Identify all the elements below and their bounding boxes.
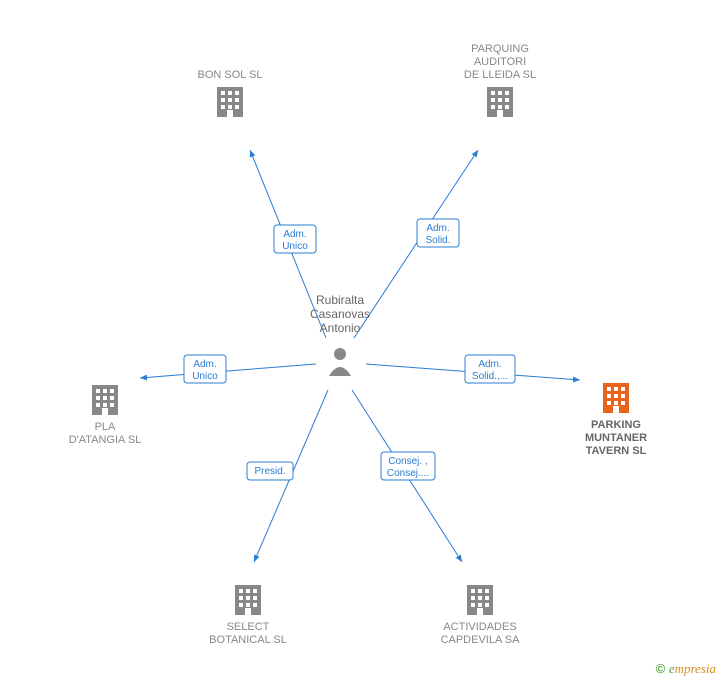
brand-name: empresia (669, 661, 716, 676)
node-label: D'ATANGIA SL (69, 434, 142, 446)
building-icon (467, 585, 493, 615)
building-icon (92, 385, 118, 415)
edge-label-text: Adm. (478, 359, 501, 370)
node-label: SELECT (227, 621, 270, 633)
edge-label-text: Adm. (426, 223, 449, 234)
node-label: MUNTANER (585, 432, 647, 444)
building-icon (603, 383, 629, 413)
center-node-label: Antonio (320, 321, 361, 335)
edge-label-text: Consej. , (388, 456, 427, 467)
edge-label-text: Adm. (283, 229, 306, 240)
node-label: PARQUING (471, 43, 529, 55)
node-label: PLA (95, 421, 116, 433)
copyright-symbol: © (656, 661, 666, 676)
edge-line (140, 364, 316, 378)
edge-label-text: Unico (192, 371, 218, 382)
node-label: ACTIVIDADES (443, 621, 516, 633)
node-label: BON SOL SL (197, 69, 262, 81)
edge-label-text: Adm. (193, 359, 216, 370)
edge-label-text: Consej.... (387, 468, 429, 479)
node-label: BOTANICAL SL (209, 634, 287, 646)
node-label: TAVERN SL (586, 445, 647, 457)
edge-label-text: Solid.,... (472, 371, 508, 382)
node-label: AUDITORI (474, 56, 526, 68)
footer-branding: © empresia (656, 661, 716, 677)
node-label: CAPDEVILA SA (441, 634, 521, 646)
center-node-label: Casanovas (310, 307, 370, 321)
person-icon (329, 348, 351, 376)
center-node-label: Rubiralta (316, 293, 364, 307)
building-icon (217, 87, 243, 117)
edge-label-text: Unico (282, 241, 308, 252)
building-icon (235, 585, 261, 615)
node-label: PARKING (591, 419, 641, 431)
relationship-diagram: Adm.UnicoAdm.Solid.Adm.UnicoAdm.Solid.,.… (0, 0, 728, 685)
building-icon (487, 87, 513, 117)
node-label: DE LLEIDA SL (464, 69, 536, 81)
edge-label-text: Solid. (425, 235, 450, 246)
edge-label-text: Presid. (254, 466, 285, 477)
